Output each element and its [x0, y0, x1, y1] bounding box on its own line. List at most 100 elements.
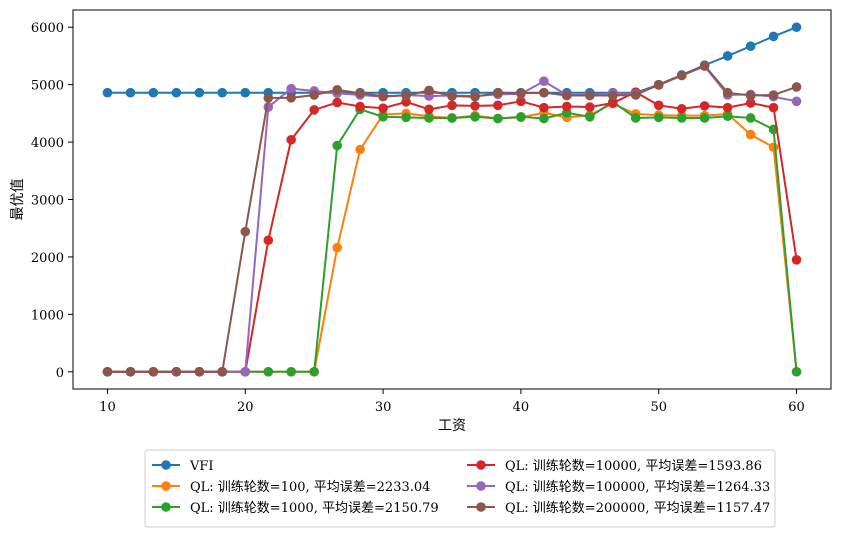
data-point [768, 31, 779, 42]
data-point [516, 88, 526, 99]
data-point [676, 70, 687, 81]
data-point [745, 90, 756, 101]
y-axis-label: 最优值 [10, 179, 26, 221]
data-point [791, 366, 802, 377]
legend-label: QL: 训练轮数=10000, 平均误差=1593.86 [505, 459, 762, 474]
data-point [194, 87, 205, 98]
data-point [699, 101, 710, 111]
legend-label: QL: 训练轮数=100000, 平均误差=1264.33 [505, 480, 770, 495]
data-point [699, 113, 710, 123]
data-point [608, 98, 618, 108]
data-point [516, 112, 526, 122]
data-point [539, 102, 549, 113]
data-point [447, 113, 457, 123]
series-line [107, 102, 798, 373]
data-point [309, 105, 319, 115]
data-point [745, 98, 756, 108]
y-tick-label: 5000 [31, 79, 64, 94]
data-point [745, 41, 756, 51]
y-tick-label: 6000 [31, 21, 64, 36]
y-tick-label: 3000 [31, 194, 64, 209]
data-point [378, 91, 388, 101]
data-point [791, 96, 802, 107]
data-point [630, 90, 641, 100]
y-tick-label: 4000 [31, 136, 64, 151]
data-point [332, 242, 342, 253]
data-point [653, 112, 664, 123]
series-line [107, 26, 797, 94]
data-point [722, 87, 733, 98]
x-tick-label: 60 [788, 400, 805, 415]
legend-label: QL: 训练轮数=100, 平均误差=2233.04 [190, 480, 430, 495]
data-point [263, 93, 274, 103]
data-point [240, 366, 251, 377]
data-point [263, 366, 274, 377]
data-point [286, 134, 296, 145]
data-point [516, 96, 526, 107]
data-point [722, 111, 733, 122]
data-point [355, 88, 365, 99]
plot-area [102, 22, 802, 377]
legend-item: QL: 训练轮数=100000, 平均误差=1264.33 [467, 480, 770, 495]
y-tick-label: 2000 [31, 251, 64, 266]
x-tick-label: 40 [513, 400, 530, 415]
data-point [791, 82, 802, 92]
series-line [107, 65, 797, 373]
y-tick-label: 0 [56, 366, 64, 381]
legend-marker [161, 460, 171, 470]
data-point [217, 366, 228, 377]
axes: 10 20 30 40 50 60 0 1000 2000 3000 4000 5000 6000 [31, 9, 832, 415]
data-point [699, 60, 710, 71]
legend-label: VFI [189, 459, 214, 474]
data-point [171, 87, 182, 98]
data-point [722, 102, 733, 113]
data-point [493, 87, 503, 98]
series-1 [102, 98, 802, 377]
legend-item: QL: 训练轮数=100, 平均误差=2233.04 [152, 480, 430, 495]
legend-item: VFI [152, 459, 214, 474]
data-point [102, 366, 113, 377]
data-point [102, 87, 113, 98]
x-tick-label: 20 [237, 400, 254, 415]
data-point [309, 366, 319, 377]
x-tick-label: 50 [650, 400, 667, 415]
data-point [562, 90, 572, 101]
data-point [470, 91, 480, 102]
data-point [217, 87, 228, 98]
data-point [148, 366, 159, 377]
data-point [493, 113, 503, 124]
series-3 [102, 87, 802, 377]
data-point [768, 142, 779, 153]
data-point [194, 366, 205, 377]
data-point [768, 90, 779, 100]
series-line [107, 91, 798, 373]
data-point [562, 101, 572, 112]
data-point [791, 254, 802, 265]
data-point [447, 100, 457, 111]
legend-marker [161, 481, 171, 491]
data-point [791, 22, 802, 33]
data-point [585, 112, 595, 122]
plot-frame [72, 9, 832, 390]
series-5 [102, 60, 802, 377]
series-0 [102, 22, 802, 98]
data-point [378, 112, 388, 122]
data-point [424, 113, 434, 123]
legend-item: QL: 训练轮数=10000, 平均误差=1593.86 [467, 459, 762, 474]
data-point [125, 87, 136, 98]
data-point [630, 113, 641, 123]
data-point [585, 102, 595, 112]
data-point [539, 87, 549, 98]
data-point [355, 144, 365, 155]
data-point [470, 101, 480, 111]
data-point [332, 97, 342, 108]
data-point [424, 104, 434, 115]
series-line [107, 64, 797, 373]
data-point [470, 112, 480, 122]
data-point [378, 103, 388, 113]
data-point [263, 235, 274, 246]
data-point [286, 366, 296, 377]
data-point [401, 112, 411, 123]
data-point [676, 103, 687, 114]
